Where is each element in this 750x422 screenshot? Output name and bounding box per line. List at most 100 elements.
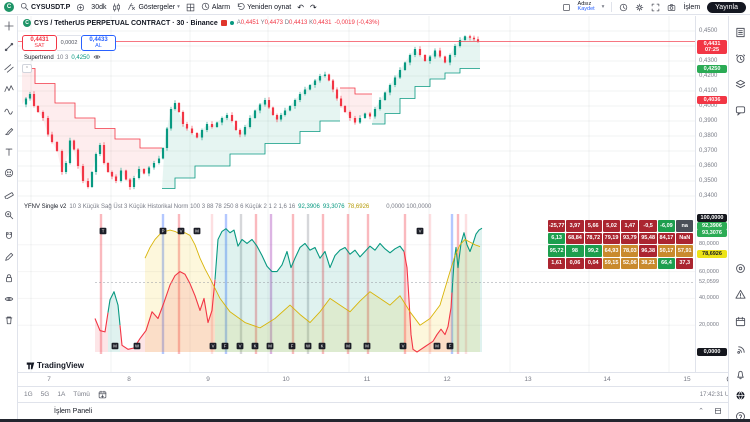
- oscillator-pane[interactable]: T P V M V M W V F V K M F W K M M V M F: [18, 204, 695, 372]
- emoji-icon: [4, 165, 14, 183]
- xabcd-pattern-tool[interactable]: [0, 79, 18, 100]
- matrix-cell-r4c2: 0,06: [566, 257, 584, 269]
- chat-button[interactable]: [732, 104, 748, 120]
- time-tick: 11: [363, 376, 371, 383]
- pane-collapse-button[interactable]: ⌃: [22, 64, 32, 73]
- crosshair-tool[interactable]: [0, 16, 18, 37]
- time-axis[interactable]: 7 8 9 10 11 12 13 14 15: [18, 372, 734, 386]
- layout-grid-button[interactable]: [186, 3, 195, 12]
- watchlist-button[interactable]: [732, 26, 748, 42]
- compare-button[interactable]: [76, 3, 85, 12]
- trade-panel-bar[interactable]: İşlem Paneli ⌃: [0, 402, 728, 419]
- supertrend-legend[interactable]: Supertrend 10 3 0,4250: [24, 53, 101, 63]
- matrix-cell-r3c2: 98: [566, 245, 584, 257]
- oscillator-legend[interactable]: YFNV Single v2 10 3 Küçük Sağ Üst 3 Küçü…: [24, 204, 432, 210]
- crosshair-icon: [4, 18, 14, 36]
- ruler-tool[interactable]: [0, 184, 18, 205]
- candle-style-button[interactable]: [112, 2, 121, 12]
- brush-tool[interactable]: [0, 121, 18, 142]
- main-chart-pane[interactable]: [18, 16, 695, 204]
- economic-globe-button[interactable]: [732, 389, 748, 405]
- calendar-icon: [735, 314, 746, 332]
- notifications-bell-button[interactable]: [732, 368, 748, 384]
- calendar-button[interactable]: [732, 315, 748, 331]
- range-tümü[interactable]: Tümü: [73, 391, 90, 398]
- elliott-wave-tool[interactable]: [0, 100, 18, 121]
- svg-text:W: W: [135, 344, 140, 349]
- bottom-toolbar: 1G 5G 1A Tümü 17:42:31 UTC+2: [18, 386, 750, 402]
- undo-button[interactable]: ↶: [297, 2, 304, 12]
- time-tick: 9: [206, 376, 210, 383]
- price-scale[interactable]: 0,4500 0,4300 0,4200 0,4100 0,4000 0,3900 0,38…: [695, 16, 728, 386]
- eye-icon[interactable]: [93, 53, 101, 63]
- price-badge-black: 100,0000: [697, 214, 727, 222]
- trash-icon: [4, 312, 14, 330]
- eye-tool[interactable]: [0, 289, 18, 310]
- divider: [611, 2, 613, 12]
- parallel-channel-tool[interactable]: [0, 58, 18, 79]
- clock-time[interactable]: 17:42:31 UTC+2: [699, 391, 744, 398]
- chat-icon: [735, 103, 746, 121]
- time-tick: 10: [282, 376, 290, 383]
- restore-panel-icon[interactable]: [714, 402, 722, 420]
- svg-text:F: F: [224, 344, 227, 349]
- screenshot-button[interactable]: [667, 3, 676, 12]
- hotlist-target-button[interactable]: [732, 262, 748, 278]
- buy-button[interactable]: 0,4433 AL: [81, 35, 116, 51]
- range-1g[interactable]: 1G: [24, 391, 33, 398]
- text-tool[interactable]: [0, 142, 18, 163]
- magnet-tool[interactable]: [0, 226, 18, 247]
- range-1a[interactable]: 1A: [57, 391, 66, 398]
- trash-tool[interactable]: [0, 310, 18, 331]
- alert-button[interactable]: Alarm: [201, 2, 230, 13]
- replay-button[interactable]: Yeniden oynat: [236, 2, 291, 13]
- interval-button[interactable]: 30dk: [91, 3, 107, 11]
- spread-value: 0,0002: [57, 35, 81, 51]
- matrix-cell-r4c4: 59,15: [602, 257, 621, 269]
- matrix-cell-r3c4: 64,93: [602, 245, 621, 257]
- lock-tool[interactable]: [0, 268, 18, 289]
- zoom-in-tool[interactable]: [0, 205, 18, 226]
- tradingview-watermark: TradingView: [26, 361, 84, 370]
- scale-label: 0,4200: [699, 73, 718, 79]
- settings-button[interactable]: [635, 3, 644, 12]
- sell-button[interactable]: 0,4431 SAT: [22, 35, 57, 51]
- save-layout-icon[interactable]: [562, 3, 571, 12]
- alarm-clock-icon: [735, 51, 746, 69]
- matrix-cell-r1c7: -6,09: [657, 220, 676, 232]
- object-tree-button[interactable]: [732, 78, 748, 94]
- indicators-button[interactable]: Göstergeler ▾: [127, 2, 180, 13]
- broadcast-button[interactable]: [732, 344, 748, 360]
- price-badge-red: 0,4431 07:25: [697, 40, 727, 54]
- ohlc-Y: Y0,4473: [260, 20, 284, 26]
- quick-search-button[interactable]: [619, 3, 628, 12]
- matrix-cell-r2c1: 6,13: [548, 232, 566, 244]
- matrix-cell-r4c8: 37,3: [676, 257, 694, 269]
- svg-text:T: T: [102, 229, 105, 234]
- scale-label: 0,3400: [699, 193, 718, 199]
- replay-icon: [236, 2, 245, 13]
- trade-button[interactable]: İşlem: [683, 3, 701, 11]
- range-5g[interactable]: 5G: [40, 391, 50, 398]
- symbol-search-button[interactable]: CYSUSDT.P: [20, 2, 70, 13]
- layout-name-menu[interactable]: Adsız Kaydet: [577, 1, 595, 12]
- chevron-down-icon: ▾: [177, 4, 180, 10]
- ideas-warning-button[interactable]: [732, 288, 748, 304]
- chevron-up-icon[interactable]: ⌃: [698, 408, 704, 415]
- scale-label: 0,4500: [699, 28, 718, 34]
- indicators-icon: [127, 2, 136, 13]
- fullscreen-button[interactable]: [651, 3, 660, 12]
- scale-label: 0,4300: [699, 58, 718, 64]
- pencil-edit-tool[interactable]: [0, 247, 18, 268]
- publish-button[interactable]: Yayınla: [707, 1, 746, 13]
- text-icon: [4, 144, 14, 162]
- trend-line-tool[interactable]: [0, 37, 18, 58]
- alarm-clock-button[interactable]: [732, 52, 748, 68]
- symbol-title[interactable]: CYS / TetherUS PERPETUAL CONTRACT · 30 ·…: [34, 19, 218, 27]
- redo-button[interactable]: ↷: [309, 2, 317, 12]
- tradingview-logo[interactable]: C: [4, 2, 14, 12]
- emoji-tool[interactable]: [0, 163, 18, 184]
- save-layout-link[interactable]: Kaydet: [577, 6, 595, 12]
- osc-value-3: 78,6926: [347, 204, 370, 210]
- goto-date-button[interactable]: [98, 386, 107, 404]
